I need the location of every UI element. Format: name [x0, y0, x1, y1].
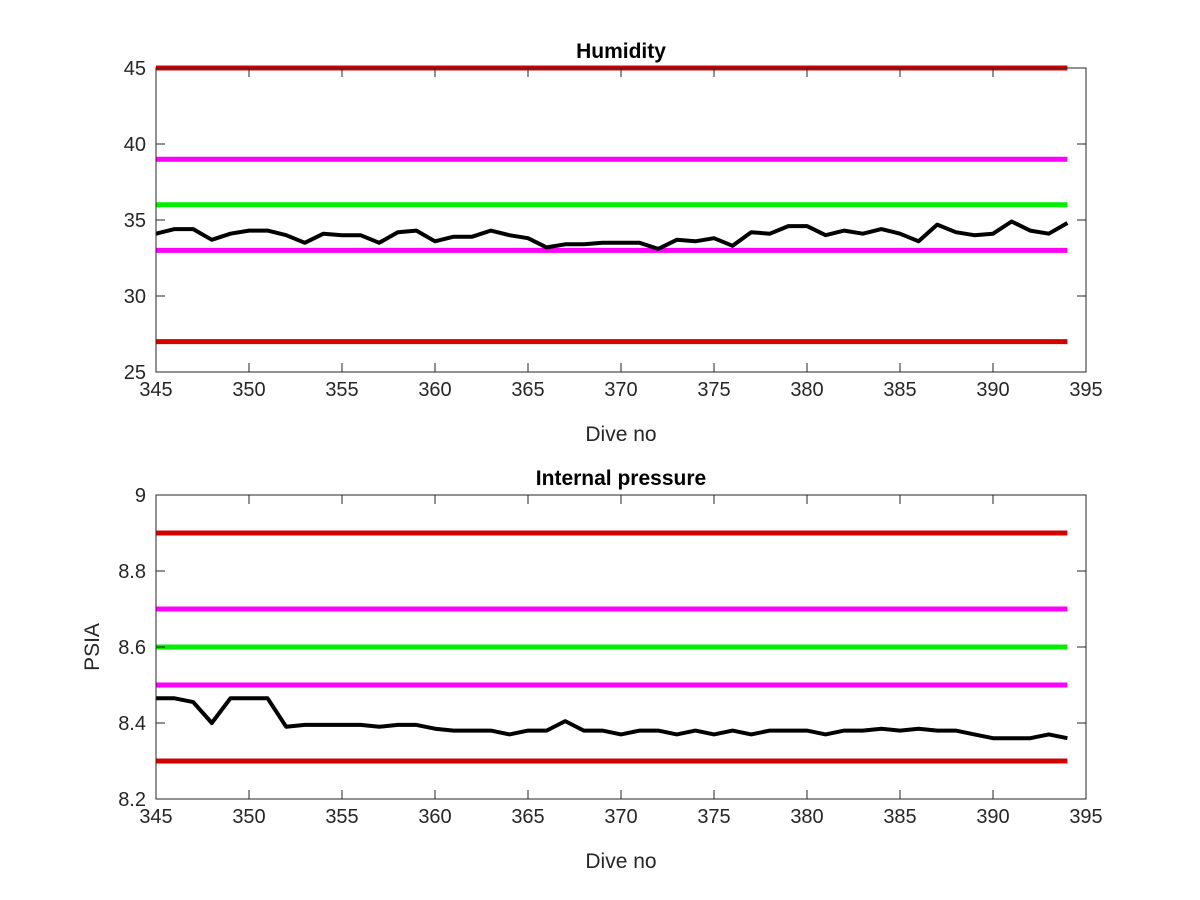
humidity-x-tick-label: 370	[604, 379, 637, 401]
pressure-axis-ticks: 345 350 355 360 365 370 375 380 385 390 395 8.2 8.4 8…	[118, 485, 1103, 828]
pressure-x-tick-label: 350	[232, 806, 265, 828]
pressure-x-tick-label: 345	[139, 806, 172, 828]
humidity-x-axis-label: Dive no	[585, 423, 656, 446]
humidity-x-tick-label: 380	[790, 379, 823, 401]
pressure-series	[156, 696, 1068, 741]
humidity-y-tick-label: 25	[124, 362, 146, 384]
pressure-x-axis-label: Dive no	[585, 850, 656, 873]
humidity-axis-ticks: 345 350 355 360 365 370 375 380 385 390 395 25 30 35 4…	[124, 58, 1103, 401]
humidity-y-tick-label: 30	[124, 286, 146, 308]
pressure-x-tick-label: 360	[418, 806, 451, 828]
humidity-x-tick-label: 385	[883, 379, 916, 401]
pressure-x-tick-label: 370	[604, 806, 637, 828]
humidity-y-tick-label: 40	[124, 134, 146, 156]
pressure-axes-box	[155, 494, 1087, 800]
humidity-chart: Humidity Dive no 345 350 355 360 365 370 375 38…	[124, 40, 1103, 446]
pressure-y-tick-label: 8.8	[118, 561, 146, 583]
humidity-x-tick-label: 345	[139, 379, 172, 401]
pressure-threshold-lines	[156, 530, 1068, 764]
humidity-x-tick-label: 350	[232, 379, 265, 401]
pressure-x-tick-label: 365	[511, 806, 544, 828]
humidity-chart-title: Humidity	[576, 40, 666, 63]
humidity-series	[155, 219, 1069, 251]
humidity-plot-area	[156, 68, 1086, 372]
pressure-x-tick-label: 385	[883, 806, 916, 828]
humidity-y-tick-label: 35	[124, 210, 146, 232]
humidity-x-tick-label: 355	[325, 379, 358, 401]
pressure-y-tick-label: 8.2	[118, 789, 146, 811]
pressure-y-tick-label: 8.6	[118, 637, 146, 659]
pressure-chart-title: Internal pressure	[536, 467, 706, 490]
pressure-y-tick-label: 8.4	[118, 713, 146, 735]
humidity-x-tick-label: 365	[511, 379, 544, 401]
pressure-x-tick-label: 390	[976, 806, 1009, 828]
humidity-y-tick-label: 45	[124, 58, 146, 80]
humidity-data-line	[155, 219, 1069, 251]
pressure-x-tick-label: 375	[697, 806, 730, 828]
humidity-axes-box	[155, 67, 1087, 373]
pressure-x-tick-label: 395	[1069, 806, 1102, 828]
humidity-x-tick-label: 395	[1069, 379, 1102, 401]
pressure-y-axis-label: PSIA	[81, 623, 104, 671]
pressure-x-tick-label: 355	[325, 806, 358, 828]
humidity-x-tick-label: 390	[976, 379, 1009, 401]
pressure-x-tick-label: 380	[790, 806, 823, 828]
pressure-y-tick-label: 9	[135, 485, 146, 507]
internal-pressure-chart: Internal pressure Dive no PSIA 345 350 355…	[81, 467, 1103, 873]
humidity-x-tick-label: 375	[697, 379, 730, 401]
pressure-data-line	[156, 696, 1068, 741]
humidity-x-tick-label: 360	[418, 379, 451, 401]
